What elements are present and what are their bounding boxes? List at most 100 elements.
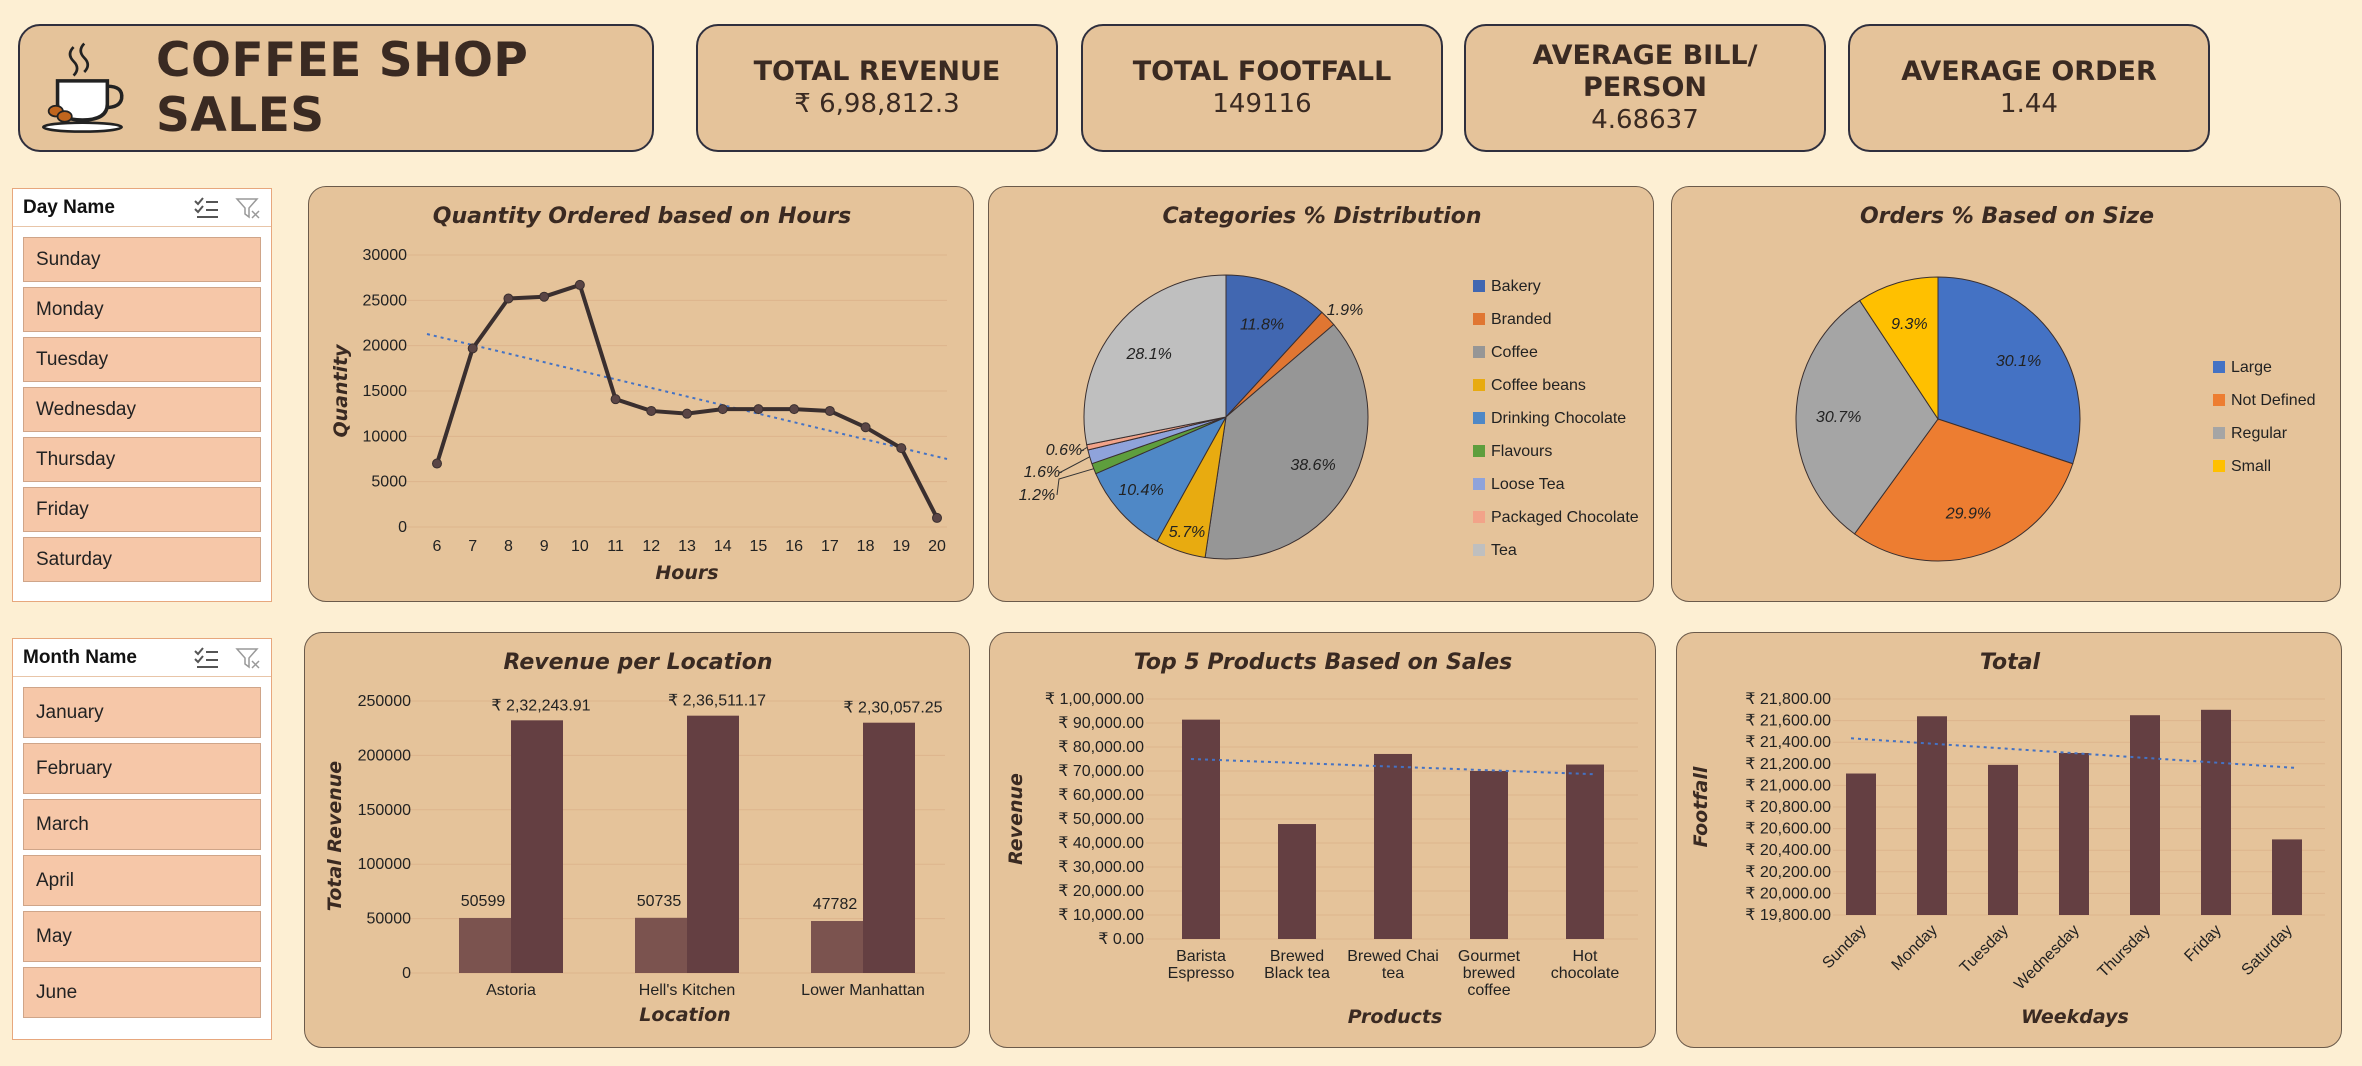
y-tick-label: 10000 [363, 428, 408, 445]
pie-slice [1795, 299, 1939, 535]
legend-label: Flavours [1491, 443, 1552, 460]
legend-label: Regular [2231, 425, 2288, 442]
y-axis-label: Total Revenue [324, 761, 346, 911]
data-point [646, 405, 657, 416]
pie-data-label: 5.7% [1169, 524, 1205, 541]
y-tick-label: ₹ 20,000.00 [1745, 885, 1831, 902]
y-tick-label: 100000 [358, 856, 411, 873]
legend-label: Small [2231, 458, 2271, 475]
x-tick-label: 16 [785, 538, 803, 555]
pie-data-label: 9.3% [1891, 316, 1927, 333]
slicer-item[interactable]: Wednesday [23, 387, 261, 432]
day-name-slicer: Day Name Sunday Monday Tuesday Wednesday… [12, 188, 272, 602]
multi-select-icon[interactable] [193, 646, 219, 669]
leader-line [1056, 468, 1094, 496]
pie-slice [1204, 323, 1369, 560]
y-tick-label: ₹ 21,600.00 [1745, 713, 1831, 730]
y-tick-label: ₹ 19,800.00 [1745, 907, 1831, 924]
footfall-weekdays-chart: Total ₹ 21,800.00 ₹ 21,600.00 ₹ 21,400.00 ₹ … [1676, 632, 2342, 1048]
pie-slice [1858, 276, 1939, 421]
legend-swatch [2213, 460, 2225, 472]
data-point [789, 404, 800, 415]
bar [1182, 719, 1220, 939]
slicer-item[interactable]: June [23, 967, 261, 1018]
month-name-slicer: Month Name January February March April … [12, 638, 272, 1040]
clear-filter-icon[interactable] [235, 647, 261, 669]
slicer-item[interactable]: May [23, 911, 261, 962]
legend-label: Not Defined [2231, 392, 2316, 409]
slicer-item[interactable]: Thursday [23, 437, 261, 482]
x-axis-label: Products [1348, 1006, 1443, 1028]
bar-footfall [811, 921, 863, 973]
chart-title: Orders % Based on Size [1860, 204, 2154, 229]
x-axis-label: Weekdays [2021, 1006, 2129, 1028]
y-tick-label: ₹ 20,600.00 [1745, 821, 1831, 838]
clear-filter-icon[interactable] [235, 197, 261, 219]
bar [1846, 773, 1876, 915]
legend-label: Loose Tea [1491, 476, 1565, 493]
pie-data-label: 1.2% [1019, 487, 1055, 504]
x-tick-label: Wednesday [2011, 922, 2083, 994]
multi-select-icon[interactable] [193, 196, 219, 219]
chart-title: Total [1980, 650, 2041, 675]
dashboard-title: COFFEE SHOP SALES [156, 33, 529, 143]
legend-swatch [1473, 379, 1485, 391]
legend-swatch [1473, 346, 1485, 358]
y-tick-label: ₹ 20,800.00 [1745, 799, 1831, 816]
pie-data-label: 30.7% [1816, 409, 1861, 426]
bar [1374, 753, 1412, 939]
kpi-average-bill: AVERAGE BILL/ PERSON 4.68637 [1464, 24, 1826, 152]
slicer-item[interactable]: Monday [23, 287, 261, 332]
bar [1566, 764, 1604, 939]
legend-label: Packaged Chocolate [1491, 509, 1639, 526]
bar-revenue [863, 722, 915, 973]
legend-label: Bakery [1491, 278, 1541, 295]
slicer-item[interactable]: February [23, 743, 261, 794]
y-tick-label: 15000 [363, 383, 408, 400]
slicer-item[interactable]: Friday [23, 487, 261, 532]
x-tick-label: Brewed [1270, 948, 1324, 965]
x-tick-label: 10 [571, 538, 589, 555]
pie-data-label: 0.6% [1046, 442, 1082, 459]
slicer-item[interactable]: Tuesday [23, 337, 261, 382]
data-point [753, 404, 764, 415]
x-tick-label: brewed [1463, 965, 1515, 982]
chart-title: Quantity Ordered based on Hours [433, 204, 851, 229]
slicer-item[interactable]: March [23, 799, 261, 850]
legend-label: Coffee beans [1491, 377, 1586, 394]
x-axis-label: Hours [655, 562, 718, 584]
x-tick-label: Friday [2181, 922, 2224, 965]
chart-title: Top 5 Products Based on Sales [1134, 650, 1513, 675]
data-point [503, 293, 514, 304]
y-tick-label: 20000 [363, 338, 408, 355]
pie-data-label: 29.9% [1945, 506, 1991, 523]
x-tick-label: 19 [892, 538, 910, 555]
legend-swatch [1473, 313, 1485, 325]
slicer-item[interactable]: April [23, 855, 261, 906]
chart-title: Categories % Distribution [1162, 204, 1481, 229]
y-tick-label: ₹ 20,200.00 [1745, 864, 1831, 881]
slicer-item[interactable]: January [23, 687, 261, 738]
bar [2201, 709, 2231, 915]
y-tick-label: ₹ 0.00 [1098, 931, 1144, 948]
data-point [717, 404, 728, 415]
slicer-item[interactable]: Sunday [23, 237, 261, 282]
slicer-item[interactable]: Saturday [23, 537, 261, 582]
legend-swatch [1473, 445, 1485, 457]
legend-swatch [1473, 412, 1485, 424]
legend-label: Large [2231, 359, 2272, 376]
size-pie-svg: Orders % Based on Size 30.1% 29.9% 30.7% 9.3… [1795, 204, 2316, 562]
trendline [1850, 737, 2298, 770]
x-tick-label: 14 [714, 538, 732, 555]
x-tick-label: Gourmet [1458, 948, 1521, 965]
kpi-value: 149116 [1212, 89, 1312, 119]
orders-by-size-chart: Orders % Based on Size 30.1% 29.9% 30.7% 9.3… [1671, 186, 2341, 602]
y-tick-label: ₹ 50,000.00 [1058, 811, 1144, 828]
pie-slice [1095, 415, 1228, 542]
y-tick-label: ₹ 10,000.00 [1058, 907, 1144, 924]
kpi-label: AVERAGE BILL/ PERSON [1532, 40, 1758, 103]
legend-label: Tea [1491, 542, 1517, 559]
x-tick-label: Astoria [486, 982, 536, 999]
data-label: 50735 [637, 893, 682, 910]
pie-data-label: 10.4% [1118, 482, 1163, 499]
